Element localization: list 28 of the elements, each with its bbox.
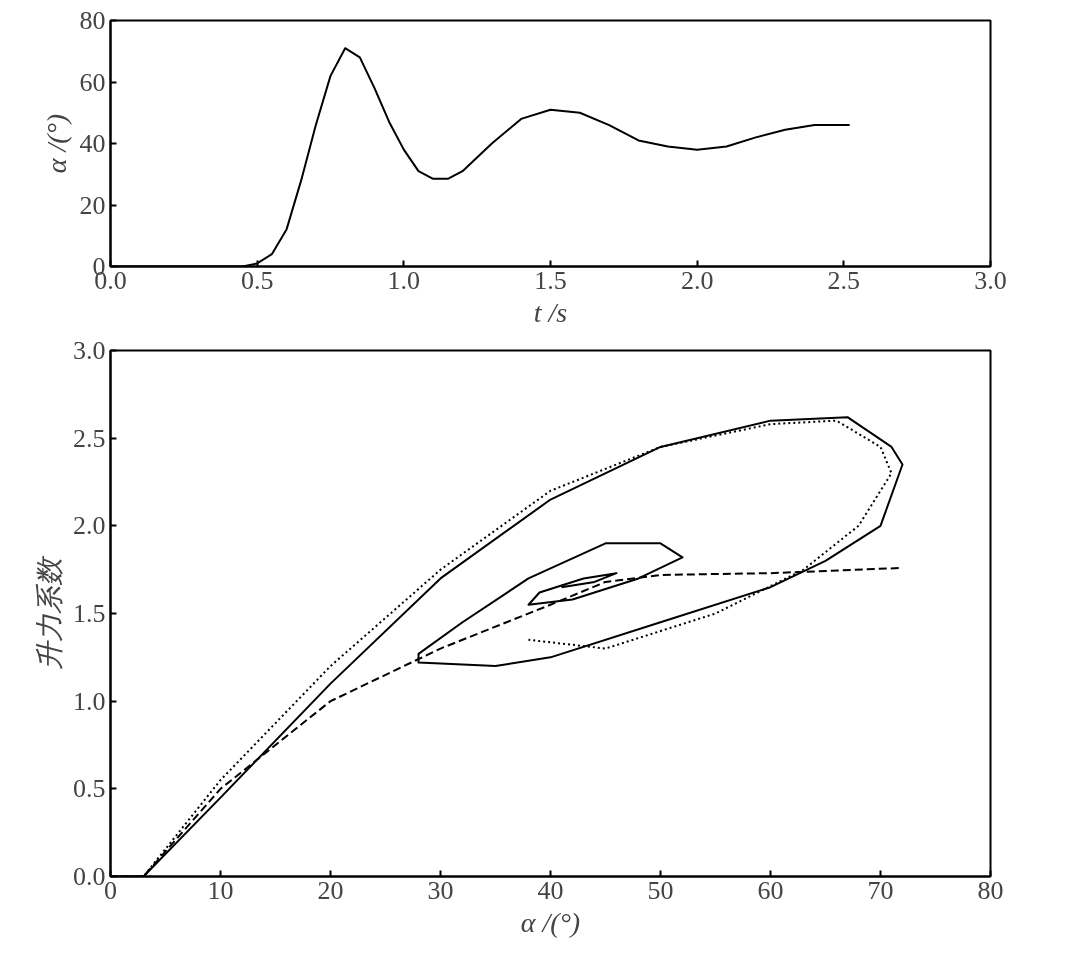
- y-tick-label: 1.5: [73, 599, 106, 628]
- x-tick-label: 40: [537, 875, 564, 905]
- y-axis-title: 升力系数: [34, 554, 65, 670]
- x-axis-title: α /(°): [520, 906, 581, 938]
- x-tick-label: 50: [647, 875, 674, 905]
- y-axis-title: α /(°): [40, 113, 72, 174]
- x-tick-label: 2.5: [827, 265, 861, 295]
- x-tick-label: 20: [317, 875, 344, 905]
- y-tick-label: 20: [79, 190, 106, 220]
- x-tick-label: 2.0: [680, 265, 714, 295]
- y-tick-label: 80: [79, 6, 106, 35]
- x-tick-label: 1.5: [534, 265, 567, 295]
- x-tick-label: 1.0: [387, 265, 421, 295]
- x-tick-label: 60: [757, 875, 784, 905]
- x-tick-label: 30: [427, 875, 454, 905]
- y-tick-label: 40: [79, 129, 106, 158]
- y-tick-label: 1.0: [73, 686, 106, 716]
- x-tick-label: 10: [207, 875, 234, 905]
- x-tick-label: 80: [977, 875, 1004, 905]
- y-tick-label: 0.5: [73, 774, 106, 804]
- x-tick-label: 70: [867, 875, 894, 905]
- y-tick-label: 2.5: [73, 423, 106, 453]
- x-axis-title: t /s: [533, 296, 568, 328]
- y-tick-label: 2.0: [73, 511, 106, 541]
- y-tick-label: 60: [79, 67, 106, 97]
- y-tick-label: 3.0: [73, 336, 106, 365]
- x-tick-label: 3.0: [974, 265, 1007, 295]
- x-tick-label: 0.5: [240, 265, 274, 295]
